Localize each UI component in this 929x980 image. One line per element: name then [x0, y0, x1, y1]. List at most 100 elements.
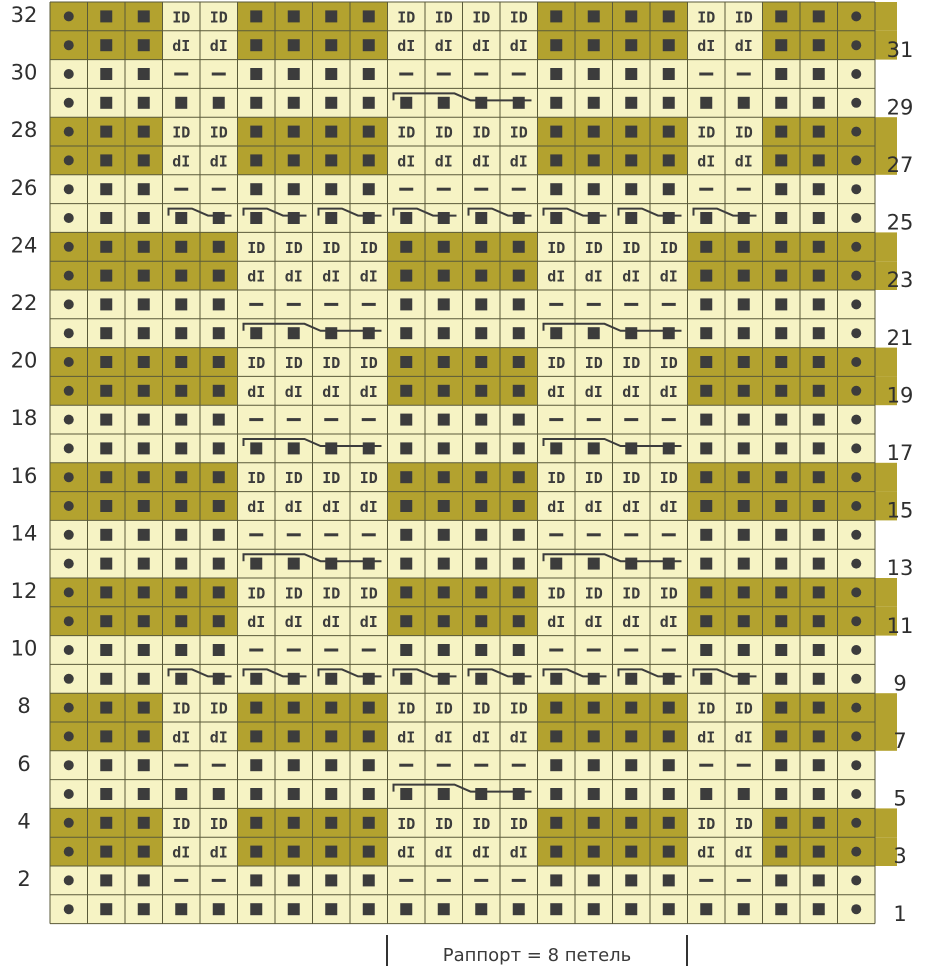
edge-dot: [851, 213, 862, 223]
purl-square: [662, 96, 675, 109]
purl-square: [475, 788, 488, 800]
edge-dot: [63, 904, 74, 915]
purl-square: [212, 644, 225, 656]
cable-cross: [242, 322, 382, 332]
purl-square: [587, 154, 600, 167]
purl-square: [212, 240, 225, 253]
purl-square: [100, 68, 113, 80]
slip-right-symbol: ID: [247, 469, 265, 487]
purl-square: [700, 471, 713, 484]
purl-square: [437, 557, 450, 570]
purl-square: [250, 816, 263, 829]
purl-square: [775, 788, 788, 800]
olive-band-extension: [875, 491, 897, 521]
purl-square: [550, 212, 563, 224]
slip-right-symbol: ID: [472, 815, 490, 833]
slip-right-symbol: ID: [285, 354, 303, 372]
olive-band-extension: [875, 261, 897, 290]
purl-square: [737, 586, 750, 599]
purl-square: [137, 384, 150, 397]
chart-grid: [49, 1, 876, 925]
slip-left-symbol: dI: [285, 613, 303, 631]
slip-right-symbol: ID: [547, 239, 565, 257]
slip-left-symbol: dI: [322, 268, 340, 286]
edge-dot: [63, 587, 74, 598]
purl-square: [137, 471, 150, 484]
purl-square: [512, 557, 525, 570]
purl-square: [587, 730, 600, 743]
purl-square: [325, 672, 338, 685]
purl-square: [700, 644, 713, 656]
purl-square: [437, 442, 450, 455]
dash: [511, 763, 526, 767]
purl-square: [550, 788, 563, 800]
purl-square: [475, 903, 488, 916]
purl-square: [287, 212, 300, 224]
dash: [586, 533, 601, 537]
purl-square: [662, 327, 675, 340]
slip-right-symbol: ID: [660, 354, 678, 372]
dash: [474, 72, 489, 76]
slip-left-symbol: dI: [360, 498, 378, 516]
purl-square: [700, 384, 713, 397]
purl-square: [212, 212, 225, 224]
purl-square: [775, 816, 788, 829]
purl-square: [700, 96, 713, 109]
purl-square: [512, 672, 525, 685]
purl-square: [362, 903, 375, 916]
purl-square: [287, 442, 300, 455]
purl-square: [137, 327, 150, 340]
purl-square: [100, 759, 113, 772]
edge-dot: [851, 328, 862, 339]
purl-square: [362, 672, 375, 685]
purl-square: [625, 845, 638, 858]
dash: [661, 418, 676, 422]
purl-square: [812, 384, 825, 397]
purl-square: [137, 903, 150, 916]
purl-square: [325, 154, 338, 167]
cable-cross: [242, 207, 307, 217]
purl-square: [812, 874, 825, 887]
slip-left-symbol: dI: [585, 498, 603, 516]
row-label-left: 4: [17, 809, 30, 833]
purl-square: [212, 557, 225, 570]
slip-right-symbol: ID: [585, 239, 603, 257]
purl-square: [137, 240, 150, 253]
purl-square: [550, 154, 563, 167]
purl-square: [512, 413, 525, 426]
dash: [174, 763, 189, 767]
slip-right-symbol: ID: [622, 469, 640, 487]
dash: [324, 418, 339, 422]
edge-dot: [851, 126, 862, 137]
purl-square: [100, 730, 113, 743]
purl-square: [775, 759, 788, 772]
edge-dot: [63, 817, 74, 828]
dash: [211, 763, 226, 767]
row-label-left: 30: [11, 61, 38, 85]
purl-square: [362, 845, 375, 858]
dash: [286, 648, 301, 652]
purl-square: [250, 39, 263, 52]
purl-square: [137, 96, 150, 109]
purl-square: [812, 96, 825, 109]
purl-square: [325, 816, 338, 829]
purl-square: [662, 154, 675, 167]
cable-cross: [542, 207, 607, 217]
purl-square: [812, 903, 825, 916]
purl-square: [287, 845, 300, 858]
purl-square: [400, 471, 413, 484]
purl-square: [587, 39, 600, 52]
edge-dot: [851, 789, 862, 799]
purl-square: [100, 154, 113, 167]
purl-square: [175, 327, 188, 340]
purl-square: [512, 240, 525, 253]
purl-square: [212, 471, 225, 484]
dash: [699, 763, 714, 767]
edge-dot: [851, 11, 862, 22]
purl-square: [212, 615, 225, 628]
purl-square: [250, 845, 263, 858]
purl-square: [137, 816, 150, 829]
slip-right-symbol: ID: [697, 700, 715, 718]
purl-square: [550, 96, 563, 109]
dash: [286, 533, 301, 537]
